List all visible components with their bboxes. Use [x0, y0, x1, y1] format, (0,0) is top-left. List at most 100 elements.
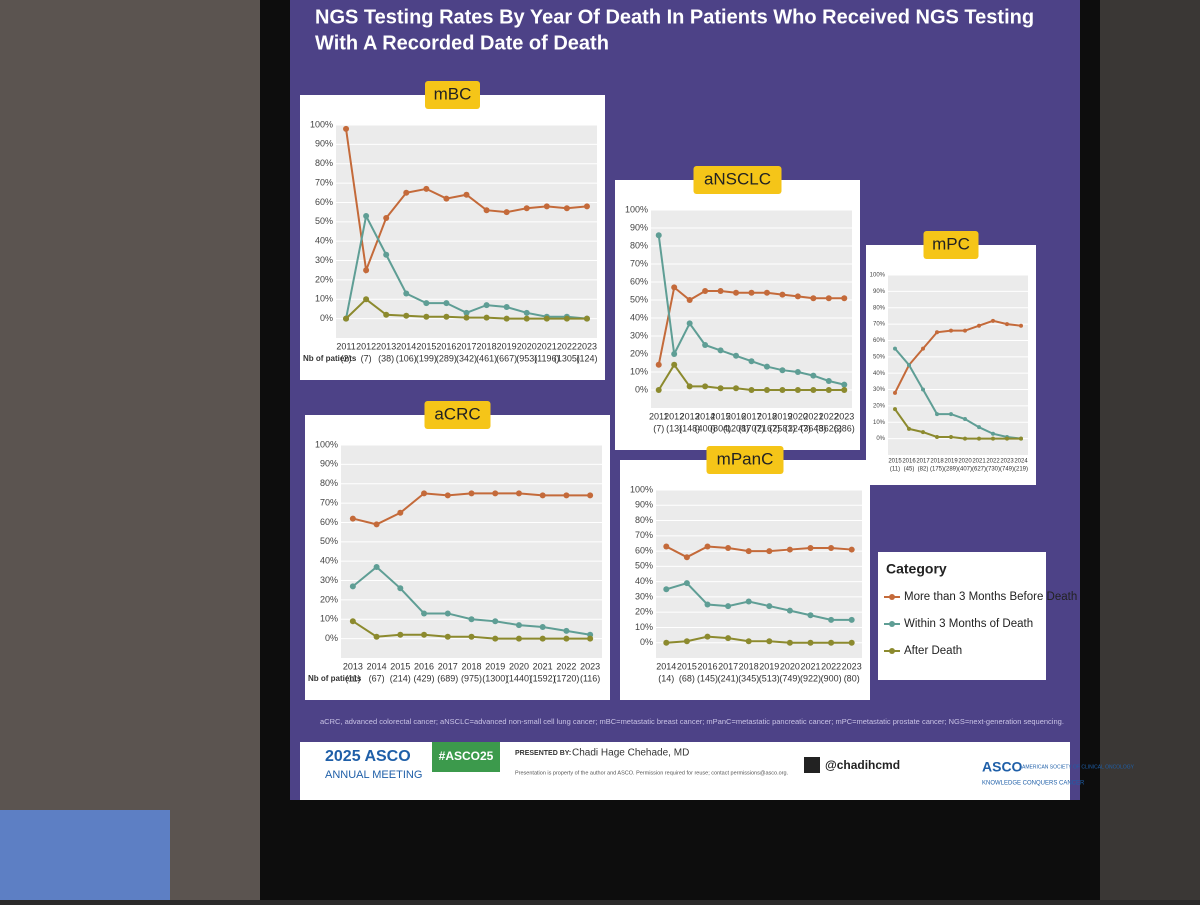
patient-count: (106) [396, 353, 417, 363]
x-tick-label: 2017 [456, 341, 476, 351]
data-point [563, 315, 570, 322]
data-point [810, 295, 817, 302]
data-point [702, 342, 709, 348]
data-point [786, 639, 793, 646]
y-tick-label: 100% [315, 439, 338, 449]
org: ASCO [982, 759, 1023, 775]
data-point [786, 607, 793, 614]
data-point [763, 363, 770, 370]
data-point [794, 387, 801, 393]
data-point [655, 387, 662, 393]
data-point [893, 346, 897, 351]
data-point [583, 203, 590, 210]
patient-count: (2581) [769, 423, 795, 433]
y-tick-label: 30% [315, 255, 333, 265]
x-tick-label: 2020 [788, 411, 808, 421]
x-tick-label: 2024 [1014, 459, 1028, 465]
y-tick-label: 30% [630, 330, 648, 340]
data-point [717, 347, 724, 354]
data-point [766, 548, 773, 555]
wall [0, 0, 260, 900]
plot-area [656, 490, 862, 658]
data-point [663, 543, 670, 550]
data-point [963, 436, 967, 441]
data-point [463, 309, 470, 316]
data-point [383, 311, 390, 318]
data-point [683, 554, 690, 561]
x-tick-label: 2016 [697, 661, 717, 671]
data-point [893, 407, 897, 412]
data-point [443, 300, 450, 307]
series-line [665, 545, 852, 559]
org-tagline: KNOWLEDGE CONQUERS CANCER [982, 781, 1085, 787]
data-point [921, 430, 925, 435]
patient-count: (68) [679, 673, 695, 683]
data-point [421, 631, 428, 638]
data-point [717, 385, 724, 392]
patient-count: (1208) [723, 423, 749, 433]
y-tick-label: 70% [320, 497, 338, 507]
patient-count: (749) [779, 673, 800, 683]
y-tick-label: 90% [873, 289, 886, 295]
x-tick-label: 2012 [664, 411, 684, 421]
plot-area [336, 125, 597, 338]
x-tick-label: 2015 [711, 411, 731, 421]
x-tick-label: 2016 [414, 661, 434, 671]
data-point [935, 412, 939, 417]
patient-count: (3648) [800, 423, 826, 433]
x-tick-label: 2019 [772, 411, 792, 421]
y-tick-label: 20% [635, 607, 653, 617]
meeting-name: ANNUAL MEETING [325, 769, 422, 781]
x-tick-label: 2016 [436, 341, 456, 351]
x-axis-label: Nb of patients [303, 354, 357, 363]
data-point [397, 631, 404, 638]
y-tick-label: 20% [873, 403, 886, 409]
y-tick-label: 40% [320, 556, 338, 566]
title-badge [425, 81, 480, 109]
series-line [666, 582, 852, 621]
data-point [503, 209, 510, 216]
y-tick-label: 70% [315, 177, 333, 187]
patient-count: (3247) [785, 423, 811, 433]
data-point [702, 383, 709, 390]
y-tick-label: 40% [635, 576, 653, 586]
legend-dot [889, 648, 895, 654]
patient-count: (3626) [816, 423, 842, 433]
y-tick-label: 10% [873, 420, 886, 426]
hashtag-badge [432, 742, 500, 772]
data-point [463, 314, 470, 321]
y-tick-label: 50% [635, 561, 653, 571]
legend-label: More than 3 Months Before Death [904, 591, 1077, 603]
x-tick-label: 2018 [477, 341, 497, 351]
data-point [671, 361, 678, 368]
x-tick-label: 2019 [485, 661, 505, 671]
title-badge [693, 166, 782, 194]
x-tick-label: 2018 [739, 661, 759, 671]
x-tick-label: 2018 [461, 661, 481, 671]
patient-count: (148) [679, 423, 700, 433]
data-point [349, 583, 356, 590]
y-tick-label: 100% [630, 484, 653, 494]
x-tick-label: 2019 [497, 341, 517, 351]
data-point [539, 492, 546, 499]
data-point [1019, 323, 1023, 328]
data-point [848, 639, 855, 646]
data-point [702, 288, 709, 294]
y-tick-label: 30% [635, 591, 653, 601]
data-point [921, 346, 925, 351]
patient-count: (7) [361, 353, 372, 363]
series-line [666, 635, 852, 644]
patient-count: (241) [718, 673, 739, 683]
title-badge [923, 231, 979, 259]
x-tick-label: 2021 [537, 341, 557, 351]
x-tick-label: 2022 [557, 341, 577, 351]
data-point [444, 492, 451, 499]
data-point [686, 320, 693, 327]
patient-count: (513) [759, 673, 780, 683]
data-point [543, 315, 550, 322]
x-tick-label: 2019 [944, 459, 958, 465]
x-tick-label: 2020 [958, 459, 972, 465]
title-badge [706, 446, 784, 474]
data-point [483, 302, 490, 309]
data-point [725, 635, 732, 642]
